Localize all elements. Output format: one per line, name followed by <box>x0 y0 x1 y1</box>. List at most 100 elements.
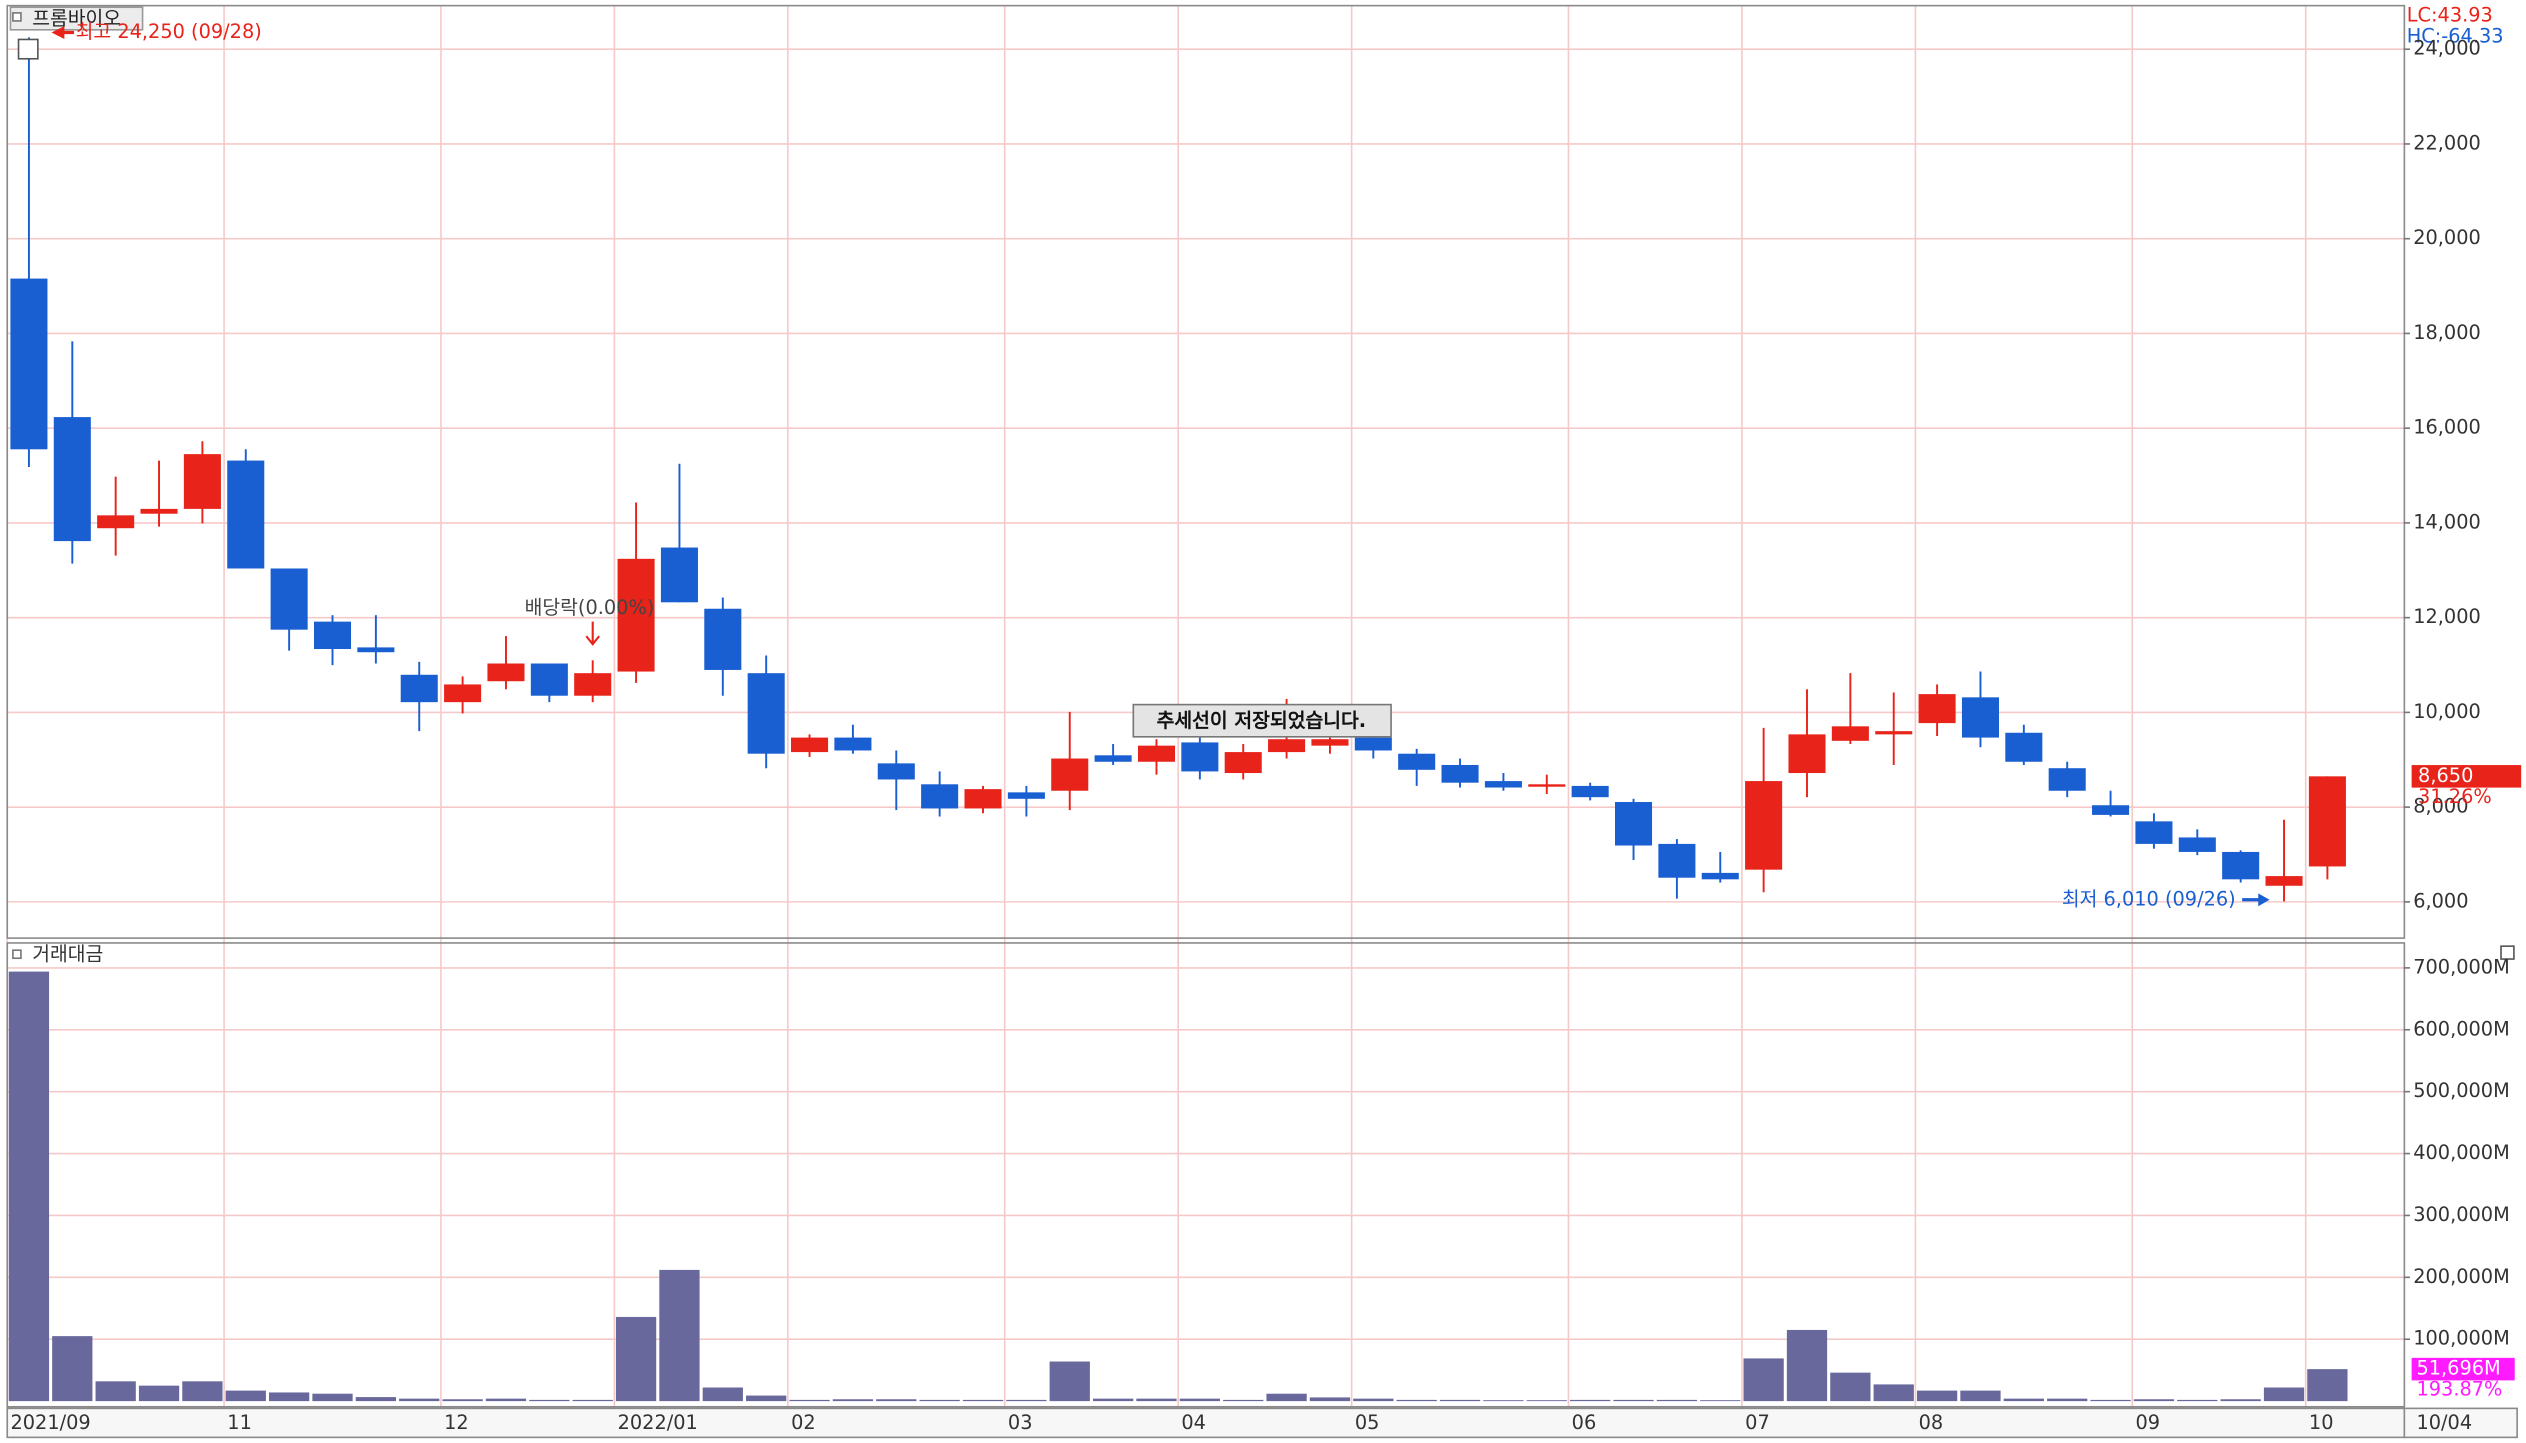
candle-body <box>313 621 352 650</box>
volume-bar <box>2177 1399 2218 1402</box>
candle-body <box>1441 764 1479 783</box>
volume-icon <box>12 949 22 960</box>
y-tick-label: 22,000 <box>2413 131 2481 154</box>
volume-bar <box>1873 1384 1914 1402</box>
volume-title[interactable]: 거래대금 <box>32 943 103 966</box>
volume-bar <box>832 1399 874 1402</box>
candle-body <box>1571 785 1609 798</box>
last-volume-box <box>2411 1357 2515 1381</box>
candle-body <box>1051 758 1089 791</box>
title-box <box>9 6 144 31</box>
volume-bar <box>2307 1369 2348 1402</box>
volume-bar <box>1396 1399 1437 1402</box>
max-label: 최고 24,250 (09/28) <box>76 20 262 43</box>
y-tick-label: 8,000 <box>2413 795 2468 818</box>
volume-bar <box>8 971 50 1402</box>
volume-bar <box>399 1398 440 1402</box>
x-tick-label: 11 <box>227 1411 252 1434</box>
volume-bar <box>225 1390 266 1402</box>
volume-bar <box>355 1397 397 1402</box>
volume-bar <box>138 1385 180 1402</box>
candle-body <box>10 278 48 450</box>
x-tick-label: 2022/01 <box>618 1411 698 1434</box>
candle-body <box>574 673 612 696</box>
volume-bar <box>1179 1398 1220 1402</box>
y-tick-label: 400,000M <box>2413 1141 2510 1164</box>
min-label: 최저 6,010 (09/26) <box>2062 887 2236 910</box>
candle-body <box>2308 776 2346 867</box>
candle-body <box>921 784 959 809</box>
candle-body <box>530 663 568 696</box>
candle-body <box>2222 851 2260 880</box>
candle-body <box>617 558 655 672</box>
volume-bar <box>919 1399 960 1402</box>
candle-body <box>2092 805 2130 815</box>
mark-layer <box>8 37 2348 1402</box>
volume-frame <box>6 942 2406 1408</box>
volume-bar <box>659 1269 700 1402</box>
candle-body <box>97 515 135 529</box>
volume-bar <box>95 1381 136 1402</box>
x-tick-label: 2021/09 <box>10 1411 90 1434</box>
panel-button[interactable] <box>2500 945 2515 960</box>
dividend-label: 배당락(0.00%) <box>525 596 655 619</box>
candle-body <box>1181 742 1219 772</box>
candle-body <box>1007 792 1045 799</box>
volume-bar <box>962 1399 1004 1402</box>
volume-bar <box>1439 1399 1481 1402</box>
y-tick-label: 12,000 <box>2413 605 2481 628</box>
volume-bar <box>702 1387 743 1402</box>
volume-bar <box>529 1399 570 1402</box>
volume-bar <box>1613 1399 1654 1402</box>
volume-bar <box>1049 1361 1090 1402</box>
candle-body <box>1268 739 1306 753</box>
candle-body <box>1745 781 1783 870</box>
candle-body <box>487 663 525 682</box>
volume-bar <box>2047 1398 2088 1402</box>
volume-bar <box>2090 1399 2131 1402</box>
candle-body <box>1918 694 1956 724</box>
x-tick-label: 09 <box>2135 1411 2160 1434</box>
candle-body <box>444 684 482 703</box>
x-tick-label: 02 <box>791 1411 816 1434</box>
title-icon <box>12 12 22 22</box>
candle-body <box>704 608 742 670</box>
candle-body <box>964 789 1002 809</box>
volume-bar <box>1570 1399 1611 1402</box>
calc-icon[interactable] <box>17 38 39 60</box>
lc-label: LC:43.93 <box>2407 4 2493 27</box>
candle-body <box>1094 755 1132 762</box>
candle-body <box>2005 732 2043 762</box>
candle-body <box>1354 737 1392 751</box>
candle-body <box>227 460 265 569</box>
volume-bar <box>1830 1372 1871 1402</box>
volume-bar <box>182 1381 223 1402</box>
volume-bar <box>268 1392 310 1402</box>
candle-body <box>183 454 221 509</box>
candle-body <box>2048 768 2086 791</box>
chart-title[interactable]: 프롬바이오 <box>32 7 121 30</box>
candle-body <box>1658 843 1696 878</box>
volume-bar <box>1223 1399 1264 1402</box>
candle-body <box>1614 802 1653 846</box>
candle-body <box>1311 739 1349 746</box>
volume-bar <box>442 1399 483 1402</box>
candle-body <box>2265 876 2303 886</box>
y-tick-label: 20,000 <box>2413 226 2481 249</box>
volume-bar <box>485 1398 527 1402</box>
x-tick-label: 12 <box>444 1411 469 1434</box>
volume-bar <box>615 1316 657 1402</box>
volume-bar <box>1266 1393 1307 1402</box>
candle-body <box>834 737 872 751</box>
candle-body <box>747 673 785 754</box>
min-arrow <box>2242 893 2270 907</box>
candle-body <box>270 568 308 630</box>
candle-body <box>53 417 91 542</box>
last-volume-label: 51,696M <box>2416 1357 2500 1380</box>
x-tick-label: 10 <box>2309 1411 2334 1434</box>
volume-bar <box>1526 1400 1567 1402</box>
candle-body <box>2178 837 2216 852</box>
x-tick-label: 06 <box>1572 1411 1597 1434</box>
y-tick-label: 600,000M <box>2413 1017 2510 1040</box>
